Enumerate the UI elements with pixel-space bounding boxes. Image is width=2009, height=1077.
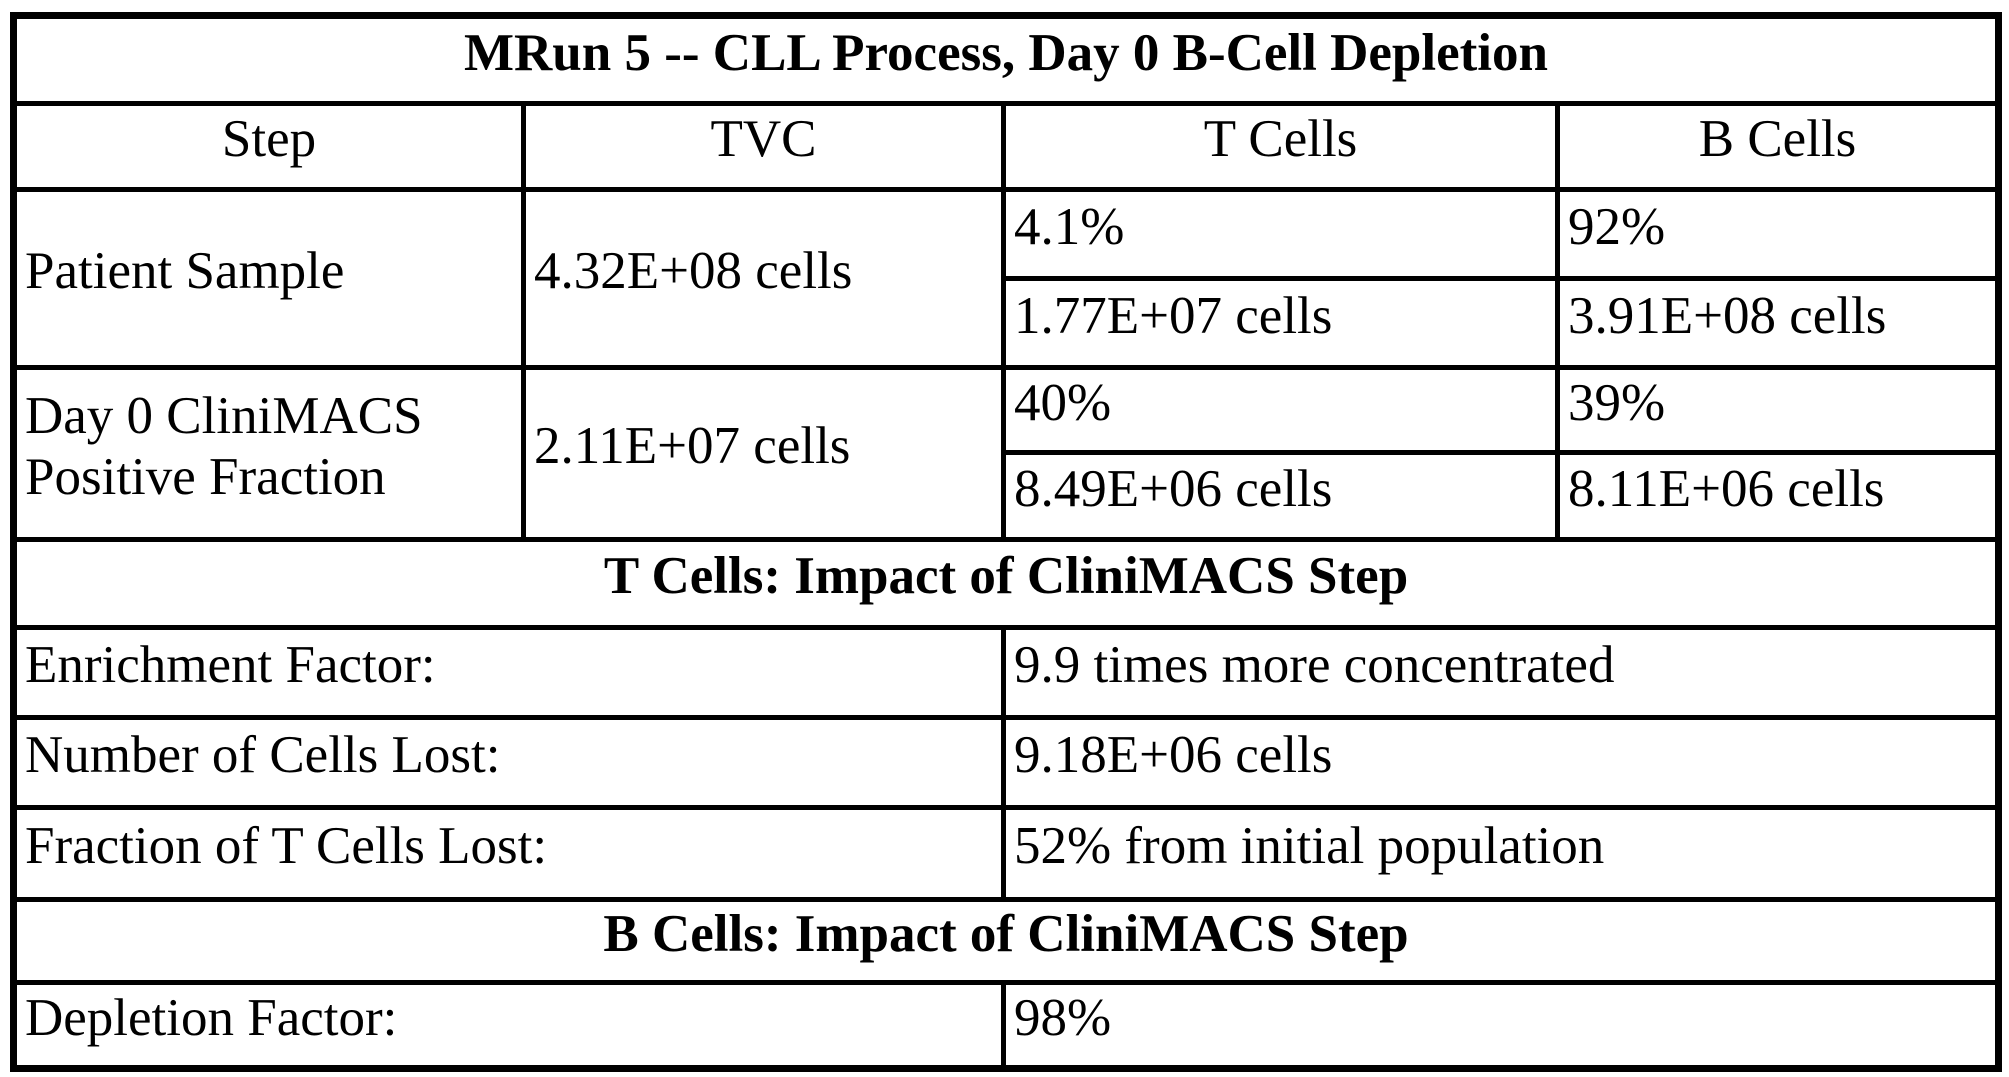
patient-sample-b-count-cell: 3.91E+08 cells: [1555, 276, 2001, 370]
header-row: Step TVC T Cells B Cells: [11, 101, 2001, 192]
enrichment-factor-value-cell: 9.9 times more concentrated: [1001, 625, 2001, 720]
cells-lost-row: Number of Cells Lost: 9.18E+06 cells: [11, 715, 2001, 810]
t-cells-section-header: T Cells: Impact of CliniMACS Step: [11, 537, 2001, 630]
patient-sample-step-cell: Patient Sample: [11, 187, 526, 370]
day0-fraction-row-bottom: 8.49E+06 cells 8.11E+06 cells: [14, 450, 2001, 542]
enrichment-factor-row: Enrichment Factor: 9.9 times more concen…: [11, 625, 2001, 720]
day0-fraction-t-count-cell: 8.49E+06 cells: [1001, 450, 1560, 542]
b-cell-depletion-table: MRun 5 -- CLL Process, Day 0 B-Cell Depl…: [10, 12, 2002, 1072]
day0-fraction-b-pct-cell: 39%: [1555, 365, 2001, 455]
depletion-factor-label-cell: Depletion Factor:: [11, 980, 1006, 1071]
table-title: MRun 5 -- CLL Process, Day 0 B-Cell Depl…: [11, 13, 2001, 106]
day0-fraction-step-cell: Day 0 CliniMACS Positive Fraction: [11, 365, 526, 542]
col-header-tvc: TVC: [521, 101, 1006, 192]
t-cells-lost-fraction-row: Fraction of T Cells Lost: 52% from initi…: [11, 805, 2001, 902]
t-cells-lost-fraction-label-cell: Fraction of T Cells Lost:: [11, 805, 1006, 902]
depletion-factor-value-cell: 98%: [1001, 980, 2001, 1071]
day0-fraction-t-pct-cell: 40%: [1001, 365, 1560, 455]
col-header-step: Step: [11, 101, 526, 192]
day0-fraction-tvc-cell: 2.11E+07 cells: [521, 365, 1006, 542]
cells-lost-label-cell: Number of Cells Lost:: [11, 715, 1006, 810]
col-header-t-cells: T Cells: [1001, 101, 1560, 192]
title-row: MRun 5 -- CLL Process, Day 0 B-Cell Depl…: [11, 13, 2001, 106]
cells-lost-value-cell: 9.18E+06 cells: [1001, 715, 2001, 810]
patient-sample-t-count-cell: 1.77E+07 cells: [1001, 276, 1560, 370]
t-cells-section-header-row: T Cells: Impact of CliniMACS Step: [11, 537, 2001, 630]
patient-sample-tvc-cell: 4.32E+08 cells: [521, 187, 1006, 370]
patient-sample-t-pct-cell: 4.1%: [1001, 187, 1560, 281]
day0-fraction-row-top: Day 0 CliniMACS Positive Fraction 2.11E+…: [11, 365, 2001, 542]
enrichment-factor-label-cell: Enrichment Factor:: [11, 625, 1006, 720]
day0-fraction-b-count-cell: 8.11E+06 cells: [1555, 450, 2001, 542]
patient-sample-row-bottom: 1.77E+07 cells 3.91E+08 cells: [14, 276, 2001, 370]
b-cells-section-header-row: B Cells: Impact of CliniMACS Step: [11, 897, 2001, 985]
col-header-b-cells: B Cells: [1555, 101, 2001, 192]
patient-sample-row-top: Patient Sample 4.32E+08 cells 4.1% 92%: [11, 187, 2001, 370]
patient-sample-b-pct-cell: 92%: [1555, 187, 2001, 281]
depletion-factor-row: Depletion Factor: 98%: [11, 980, 2001, 1071]
b-cells-section-header: B Cells: Impact of CliniMACS Step: [11, 897, 2001, 985]
t-cells-lost-fraction-value-cell: 52% from initial population: [1001, 805, 2001, 902]
